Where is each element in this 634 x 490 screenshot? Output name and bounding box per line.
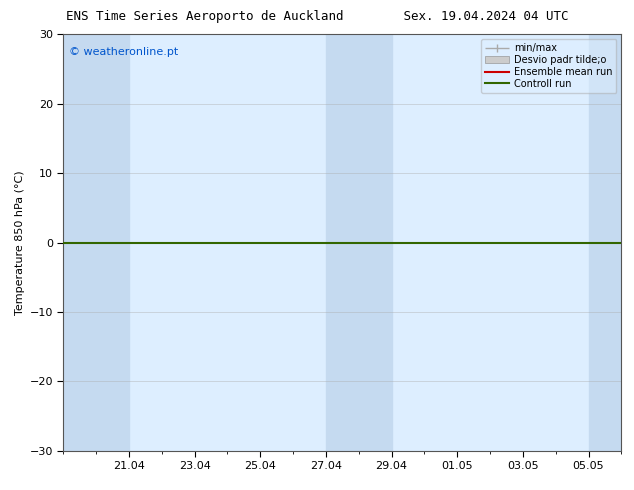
Legend: min/max, Desvio padr tilde;o, Ensemble mean run, Controll run: min/max, Desvio padr tilde;o, Ensemble m… <box>481 39 616 93</box>
Y-axis label: Temperature 850 hPa (°C): Temperature 850 hPa (°C) <box>15 170 25 315</box>
Bar <box>588 34 621 451</box>
Text: ENS Time Series Aeroporto de Auckland        Sex. 19.04.2024 04 UTC: ENS Time Series Aeroporto de Auckland Se… <box>66 10 568 23</box>
Bar <box>326 34 392 451</box>
Text: © weatheronline.pt: © weatheronline.pt <box>69 47 178 57</box>
Bar <box>63 34 129 451</box>
